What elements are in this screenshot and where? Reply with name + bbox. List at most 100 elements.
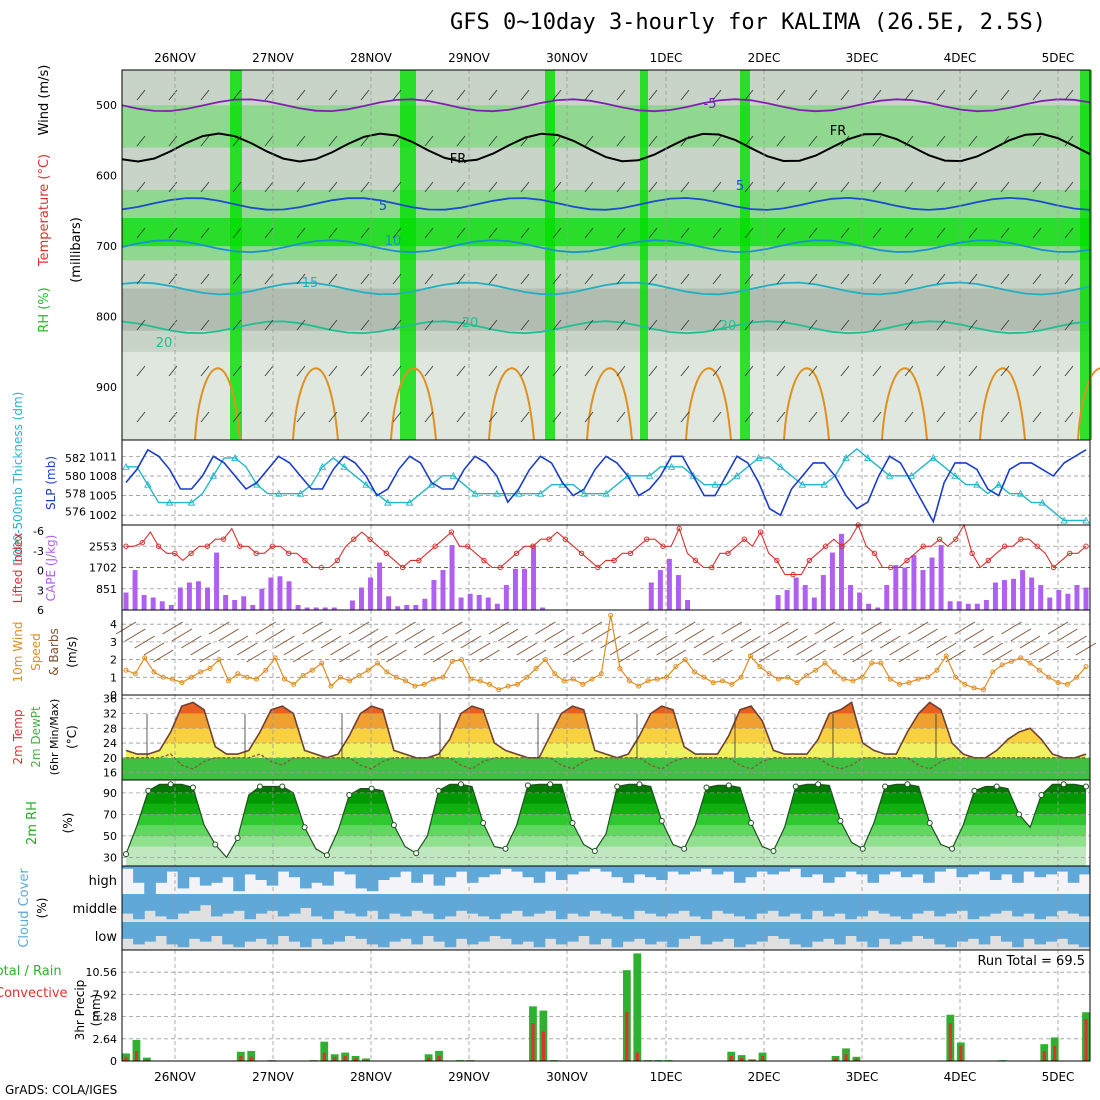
cloud-cell bbox=[522, 922, 535, 942]
cloud-cell bbox=[277, 866, 290, 872]
cloud-cell bbox=[834, 866, 846, 878]
wind-barb bbox=[423, 642, 444, 656]
cloud-cell bbox=[822, 894, 835, 917]
wind-point bbox=[654, 676, 660, 682]
wind-barb bbox=[796, 642, 817, 656]
cloud-cell bbox=[633, 894, 646, 911]
chart-title: GFS 0~10day 3-hourly for KALIMA (26.5E, … bbox=[450, 10, 1047, 35]
wind-point bbox=[626, 678, 632, 684]
cloud-cell bbox=[266, 894, 279, 911]
panel-labels: RH (%) Temperature (°C) Wind (m/s) (milliba… bbox=[0, 65, 103, 1041]
cloud-cell bbox=[589, 894, 601, 911]
series-slp-line bbox=[125, 448, 1087, 524]
wind-point bbox=[878, 660, 884, 666]
rh-point bbox=[457, 781, 464, 788]
cloud-cell bbox=[244, 894, 257, 920]
wind-barb bbox=[552, 89, 562, 101]
wind-barb bbox=[296, 181, 306, 193]
y-tick-label-right: 1008 bbox=[89, 470, 117, 483]
wind-barb bbox=[424, 273, 434, 285]
thickness-point bbox=[645, 471, 654, 479]
cloud-cell bbox=[544, 922, 557, 939]
cloud-cell bbox=[767, 922, 779, 936]
ylabel-2m-rh: 2m RH bbox=[25, 801, 40, 845]
cape-bar bbox=[141, 595, 147, 610]
li-point bbox=[839, 543, 845, 549]
cape-bar bbox=[349, 600, 355, 610]
wind-barb bbox=[1029, 642, 1050, 656]
precip-conv-bar bbox=[134, 1050, 138, 1061]
cape-bar bbox=[866, 603, 872, 610]
cloud-cell bbox=[233, 894, 245, 911]
rh-point bbox=[1060, 781, 1067, 788]
cape-bar bbox=[648, 582, 654, 610]
wind-barb bbox=[968, 135, 978, 147]
cloud-cell bbox=[811, 894, 824, 911]
cloud-cell bbox=[800, 866, 813, 878]
temperature-contour bbox=[121, 281, 1091, 296]
cloud-cell bbox=[822, 866, 835, 883]
cloud-cell bbox=[611, 866, 624, 878]
wind-barb bbox=[808, 411, 818, 423]
li-point bbox=[920, 543, 926, 549]
wind-barb bbox=[712, 227, 722, 239]
wind-barb bbox=[456, 273, 466, 285]
wind-barb bbox=[968, 181, 978, 193]
wind-barb bbox=[168, 365, 178, 377]
wind-barb bbox=[264, 227, 274, 239]
rh-point bbox=[569, 820, 576, 826]
wind-barb bbox=[936, 89, 946, 101]
ylabel-convective: Convective bbox=[0, 986, 68, 1001]
rh-streak bbox=[740, 70, 750, 440]
rh-point bbox=[859, 845, 866, 852]
rh-point bbox=[301, 824, 308, 831]
li-point bbox=[611, 557, 617, 564]
cloud-cell bbox=[244, 866, 257, 875]
cloud-cell bbox=[745, 894, 757, 920]
wind-barb bbox=[200, 135, 210, 147]
rh-band bbox=[122, 351, 1090, 440]
y-tick-label: 24 bbox=[103, 737, 117, 750]
thickness-point bbox=[449, 471, 458, 479]
cape-bar bbox=[657, 570, 663, 610]
wind-point bbox=[897, 681, 903, 687]
rh-point bbox=[703, 784, 710, 791]
cloud-cell bbox=[466, 922, 479, 945]
li-point bbox=[969, 550, 975, 557]
wind-barb bbox=[1032, 135, 1042, 147]
wind-barb bbox=[134, 635, 155, 649]
wind-barb bbox=[563, 642, 584, 656]
wind-barb bbox=[386, 649, 407, 663]
wind-barb bbox=[168, 181, 178, 193]
rh-point bbox=[614, 783, 621, 790]
cloud-cell bbox=[900, 922, 913, 942]
contour-label: FR bbox=[830, 124, 847, 139]
cloud-cell bbox=[355, 894, 368, 917]
wind-barb bbox=[328, 135, 338, 147]
wind-barb bbox=[1064, 273, 1074, 285]
wind-point bbox=[589, 676, 595, 682]
wind-barb bbox=[553, 635, 575, 649]
rh-point bbox=[502, 845, 509, 852]
thickness-point bbox=[864, 453, 872, 461]
wind-barb bbox=[648, 135, 658, 147]
wind-barb bbox=[488, 89, 498, 101]
cape-bar bbox=[1056, 590, 1062, 610]
li-point bbox=[416, 557, 422, 564]
wind-barb bbox=[456, 365, 466, 377]
y-tick-label: 900 bbox=[96, 381, 117, 394]
wind-barb bbox=[712, 365, 722, 377]
ylabel-speed: Speed bbox=[29, 633, 43, 671]
cloud-cell bbox=[511, 866, 524, 872]
wind-barb bbox=[488, 365, 498, 377]
cloud-cell bbox=[422, 866, 435, 875]
wind-barb bbox=[840, 273, 850, 285]
precip-conv-bar bbox=[1053, 1045, 1057, 1061]
date-label-bottom: 4DEC bbox=[944, 1070, 977, 1084]
li-point bbox=[904, 557, 910, 564]
wind-barb bbox=[740, 635, 761, 649]
cape-bar bbox=[395, 606, 401, 610]
cloud-cell bbox=[255, 894, 268, 914]
cape-bar bbox=[386, 596, 392, 610]
wind-barb bbox=[292, 649, 314, 663]
